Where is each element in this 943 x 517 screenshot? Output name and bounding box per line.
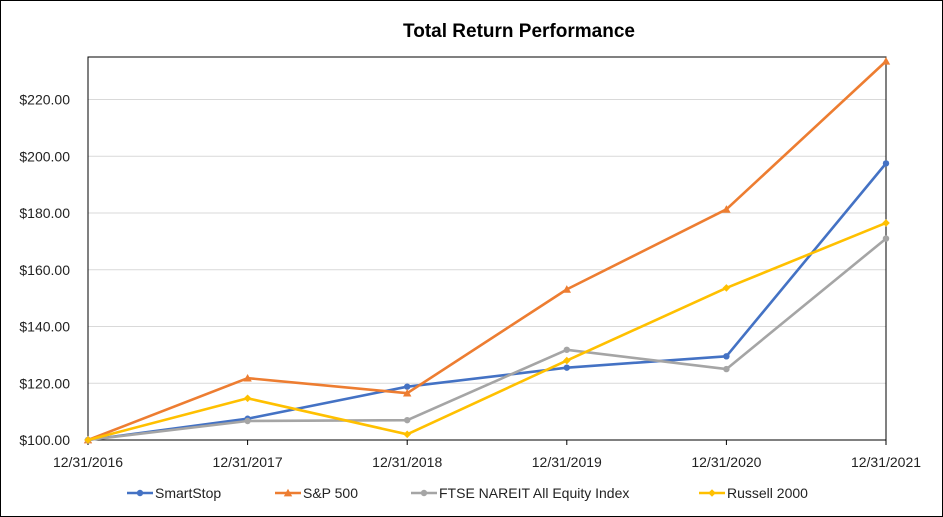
y-tick-label: $180.00 bbox=[19, 205, 70, 221]
x-tick-label: 12/31/2019 bbox=[532, 454, 602, 470]
y-tick-label: $120.00 bbox=[19, 375, 70, 391]
x-tick-label: 12/31/2018 bbox=[372, 454, 442, 470]
data-point bbox=[723, 353, 730, 360]
y-tick-label: $160.00 bbox=[19, 262, 70, 278]
data-point bbox=[404, 383, 411, 390]
data-point bbox=[243, 373, 252, 382]
legend-label: SmartStop bbox=[155, 485, 221, 501]
series-line bbox=[87, 237, 887, 442]
legend-item: FTSE NAREIT All Equity Index bbox=[411, 485, 629, 501]
x-tick-label: 12/31/2021 bbox=[851, 454, 921, 470]
gridlines bbox=[88, 99, 886, 384]
series-0 bbox=[84, 160, 890, 444]
x-tick-label: 12/31/2016 bbox=[53, 454, 123, 470]
data-point bbox=[562, 285, 571, 293]
data-point bbox=[404, 416, 411, 424]
series-line bbox=[87, 162, 888, 442]
y-tick-label: $220.00 bbox=[19, 92, 70, 108]
series-3 bbox=[84, 219, 890, 444]
series-line bbox=[87, 221, 887, 442]
y-tick-label: $200.00 bbox=[19, 148, 70, 164]
x-tick-label: 12/31/2020 bbox=[691, 454, 761, 470]
data-point bbox=[563, 356, 571, 365]
series-line bbox=[87, 60, 887, 442]
data-point bbox=[882, 235, 890, 242]
legend: SmartStop S&P 500 FTSE NAREIT All Equity I… bbox=[127, 485, 808, 501]
legend-marker bbox=[283, 488, 293, 497]
data-point bbox=[403, 388, 412, 397]
data-point bbox=[722, 205, 731, 213]
data-point bbox=[563, 346, 570, 353]
series-2 bbox=[84, 235, 890, 444]
x-axis-ticks: 12/31/2016 12/31/2017 12/31/2018 12/31/2019… bbox=[53, 440, 921, 470]
data-point bbox=[243, 394, 252, 403]
data-point bbox=[881, 57, 891, 65]
legend-label: FTSE NAREIT All Equity Index bbox=[439, 485, 629, 501]
legend-label: Russell 2000 bbox=[727, 485, 808, 501]
data-point bbox=[244, 417, 251, 425]
legend-item: Russell 2000 bbox=[699, 485, 808, 501]
legend-label: S&P 500 bbox=[303, 485, 358, 501]
y-tick-label: $140.00 bbox=[19, 319, 70, 335]
legend-marker bbox=[136, 489, 144, 497]
data-point bbox=[722, 284, 731, 292]
data-point bbox=[403, 430, 411, 439]
y-axis-ticks: $100.00 $120.00 $140.00 $160.00 $180.00 $200.… bbox=[19, 92, 70, 448]
y-tick-label: $100.00 bbox=[19, 432, 70, 448]
legend-marker bbox=[708, 489, 716, 497]
data-point bbox=[84, 436, 92, 444]
chart-title: Total Return Performance bbox=[403, 21, 635, 42]
series-group bbox=[83, 57, 891, 444]
legend-item: SmartStop bbox=[127, 485, 221, 501]
data-point bbox=[563, 364, 570, 371]
data-point bbox=[882, 219, 890, 227]
legend-item: S&P 500 bbox=[275, 485, 358, 501]
data-point bbox=[882, 160, 890, 167]
plot-area-border bbox=[87, 56, 887, 441]
x-tick-label: 12/31/2017 bbox=[213, 454, 283, 470]
legend-marker bbox=[420, 489, 428, 497]
data-point bbox=[723, 365, 730, 373]
